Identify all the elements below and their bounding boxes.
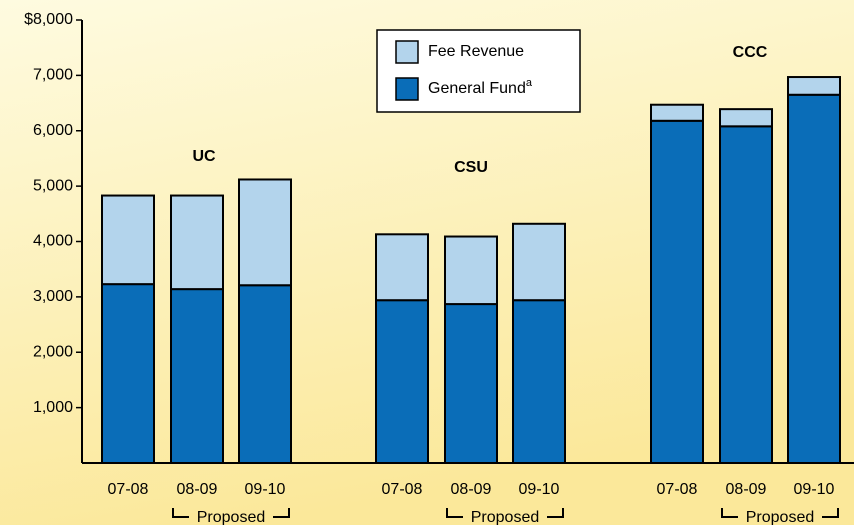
x-tick-label: 09-10 bbox=[245, 481, 286, 498]
x-tick-label: 09-10 bbox=[794, 481, 835, 498]
legend-label: General Funda bbox=[428, 77, 533, 97]
x-tick-label: 08-09 bbox=[177, 481, 218, 498]
y-tick-label: 4,000 bbox=[33, 233, 73, 250]
bar-segment bbox=[238, 178, 292, 287]
bracket-gap bbox=[463, 513, 547, 523]
x-tick-label: 07-08 bbox=[382, 481, 423, 498]
y-tick-label: 6,000 bbox=[33, 122, 73, 139]
group-note: Proposed bbox=[471, 509, 540, 525]
y-tick-label: 3,000 bbox=[33, 288, 73, 305]
bracket-gap bbox=[189, 513, 273, 523]
x-tick-label: 09-10 bbox=[519, 481, 560, 498]
group-note: Proposed bbox=[197, 509, 266, 525]
x-tick-label: 08-09 bbox=[451, 481, 492, 498]
y-tick-label: 1,000 bbox=[33, 399, 73, 416]
bar-segment bbox=[719, 125, 773, 464]
bar-segment bbox=[375, 299, 429, 465]
bar-segment bbox=[787, 76, 841, 96]
bar-segment bbox=[375, 233, 429, 302]
group-note: Proposed bbox=[746, 509, 815, 525]
legend-swatch bbox=[395, 40, 419, 64]
bar-segment bbox=[650, 119, 704, 464]
bar-segment bbox=[512, 222, 566, 302]
y-tick-label: 2,000 bbox=[33, 343, 73, 360]
legend-label: Fee Revenue bbox=[428, 43, 524, 60]
bar-segment bbox=[650, 103, 704, 122]
x-tick-label: 08-09 bbox=[726, 481, 767, 498]
bar-segment bbox=[170, 288, 224, 464]
x-tick-label: 07-08 bbox=[657, 481, 698, 498]
bracket-gap bbox=[738, 513, 822, 523]
legend-footnote: a bbox=[526, 77, 533, 89]
group-label: CCC bbox=[733, 44, 768, 61]
bar-segment bbox=[512, 299, 566, 465]
x-tick-label: 07-08 bbox=[108, 481, 149, 498]
bar-segment bbox=[444, 235, 498, 306]
group-label: CSU bbox=[454, 159, 488, 176]
y-tick-label: 5,000 bbox=[33, 177, 73, 194]
group-label: UC bbox=[192, 148, 216, 165]
bar-segment bbox=[238, 284, 292, 464]
y-tick-label: 7,000 bbox=[33, 67, 73, 84]
y-tick-label: $8,000 bbox=[24, 11, 73, 28]
legend-name: Fee Revenue bbox=[428, 43, 524, 60]
bar-segment bbox=[101, 194, 155, 286]
bar-segment bbox=[101, 283, 155, 465]
bar-segment bbox=[444, 303, 498, 465]
legend-name: General Fund bbox=[428, 80, 526, 97]
bar-segment bbox=[719, 108, 773, 128]
bar-segment bbox=[170, 194, 224, 291]
legend-swatch bbox=[395, 77, 419, 101]
bar-segment bbox=[787, 93, 841, 464]
